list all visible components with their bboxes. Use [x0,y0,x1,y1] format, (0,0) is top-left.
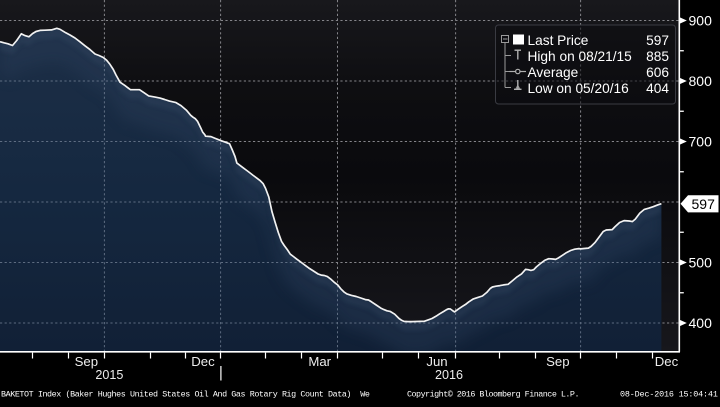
svg-text:Dec: Dec [191,354,215,369]
svg-text:900: 900 [689,13,713,29]
svg-text:597: 597 [646,33,669,48]
svg-text:Mar: Mar [308,354,331,369]
svg-text:Dec: Dec [655,354,679,369]
svg-text:400: 400 [689,315,713,331]
svg-text:Jun: Jun [426,354,447,369]
svg-text:885: 885 [646,49,669,64]
svg-text:Copyright© 2016 Bloomberg Fina: Copyright© 2016 Bloomberg Finance L.P. [407,390,579,400]
svg-text:08-Dec-2016 15:04:41: 08-Dec-2016 15:04:41 [620,390,718,400]
svg-text:Last Price: Last Price [528,33,589,48]
svg-text:606: 606 [646,65,669,80]
svg-text:Sep: Sep [546,354,569,369]
svg-text:404: 404 [646,81,669,96]
svg-text:High on 08/21/15: High on 08/21/15 [528,49,633,64]
svg-text:500: 500 [689,255,713,271]
svg-text:700: 700 [689,134,713,150]
svg-text:BAKETOT Index (Baker Hughes Un: BAKETOT Index (Baker Hughes United State… [1,390,370,400]
svg-text:Average: Average [528,65,579,80]
svg-text:597: 597 [692,196,716,212]
svg-text:2016: 2016 [435,368,463,382]
svg-text:2015: 2015 [95,368,123,382]
svg-text:Low on 05/20/16: Low on 05/20/16 [528,81,630,96]
svg-text:800: 800 [689,73,713,89]
svg-text:Sep: Sep [75,354,98,369]
